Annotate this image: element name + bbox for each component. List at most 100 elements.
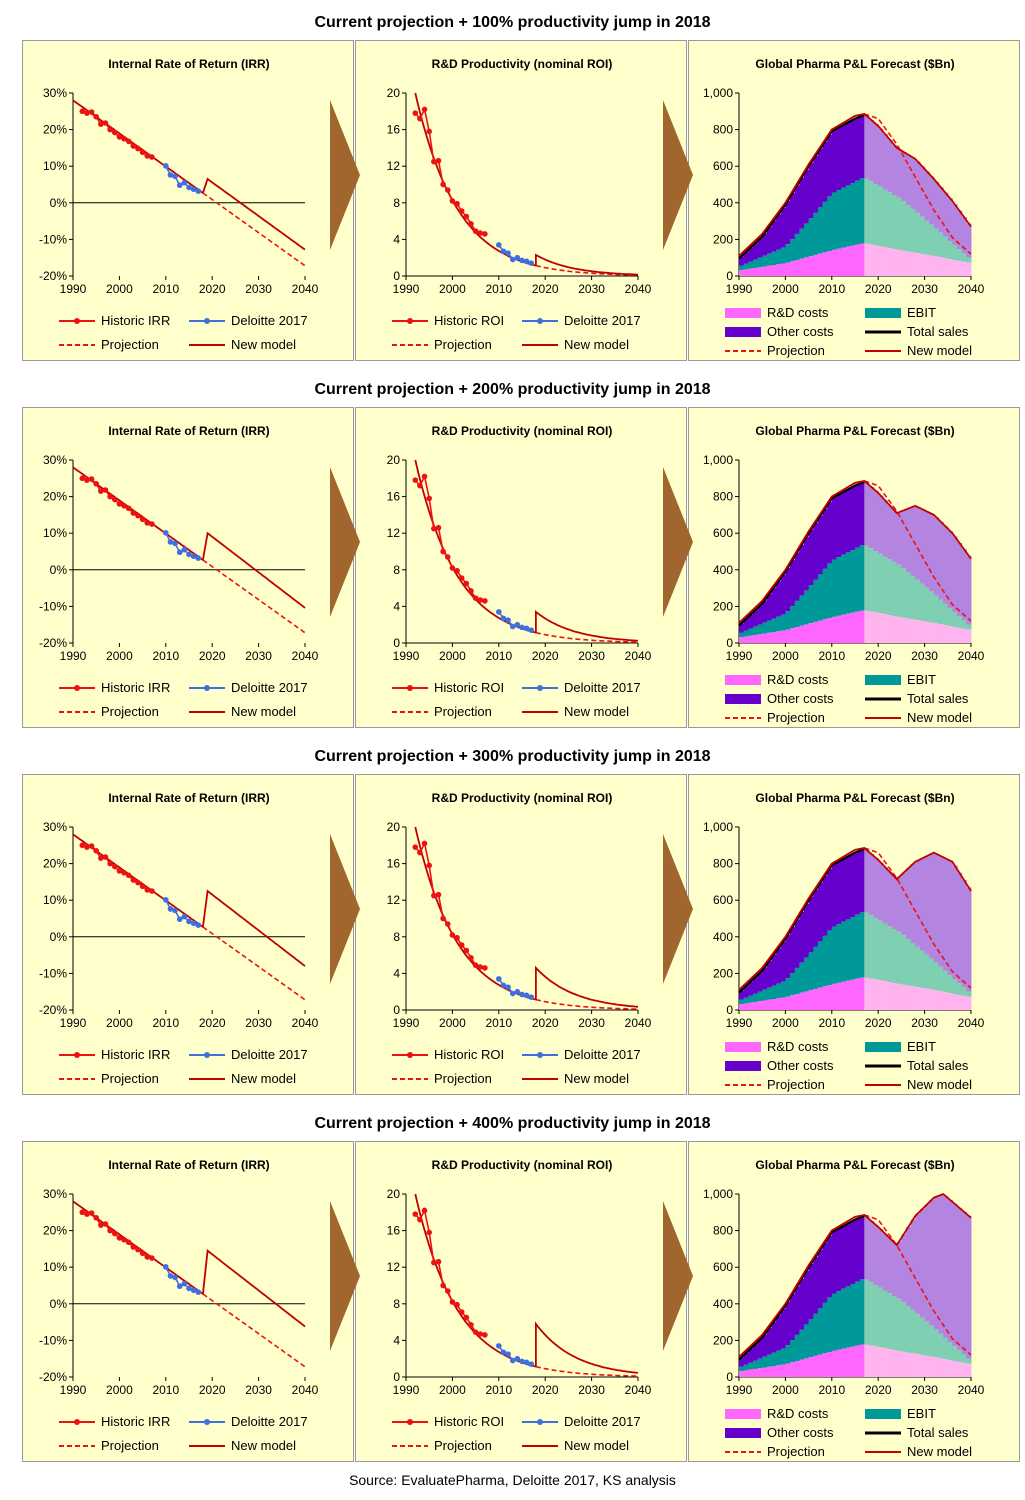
rd-costs-bar [803, 257, 810, 276]
historic-point [454, 934, 460, 941]
historic-point [107, 1227, 113, 1234]
x-tick-label: 2000 [106, 1383, 133, 1397]
rd-costs-bar [822, 986, 828, 1010]
ebit-bar [776, 983, 782, 999]
historic-point [468, 955, 474, 961]
legend-projection-label: Projection [101, 704, 159, 719]
y-tick-label: 20% [43, 123, 67, 137]
irr-title: Internal Rate of Return (IRR) [108, 791, 269, 805]
deloitte-point [528, 260, 535, 266]
ebit-bar [748, 995, 754, 1003]
ebit-bar [892, 929, 898, 984]
other-costs-bar [836, 1228, 842, 1292]
new-model-jump-line [202, 177, 306, 251]
rd-costs-bar [762, 1000, 768, 1010]
projection-line [864, 1214, 972, 1356]
legend-new-model-label: New model [907, 343, 972, 358]
roi-title: R&D Productivity (nominal ROI) [432, 57, 613, 71]
rd-costs-bar [836, 248, 842, 276]
ebit-bar [794, 1334, 800, 1361]
ebit-bar [752, 1360, 759, 1369]
other-costs-bar [836, 494, 842, 558]
historic-point [444, 1288, 451, 1294]
historic-point [421, 840, 428, 847]
rd-costs-bar [803, 1358, 810, 1377]
ebit-bar [961, 987, 967, 996]
projection-line [202, 1293, 306, 1368]
ebit-bar [827, 1297, 833, 1353]
deloitte-point [505, 250, 511, 256]
other-costs-bar [868, 486, 875, 549]
other-costs-bar [739, 623, 745, 633]
x-tick-label: 2040 [292, 1383, 319, 1397]
historic-point [125, 1239, 132, 1246]
historic-point [121, 502, 127, 509]
historic-point [412, 477, 419, 483]
rd-costs-bar [961, 628, 967, 643]
other-costs-bar [947, 198, 953, 242]
x-tick-label: 2000 [772, 649, 799, 663]
pl-title: Global Pharma P&L Forecast ($Bn) [755, 1158, 954, 1172]
legend-other-costs-swatch [725, 1061, 761, 1071]
legend-deloitte-marker [204, 318, 210, 324]
other-costs-bar [873, 1224, 879, 1286]
historic-point [421, 473, 428, 480]
rd-costs-bar [882, 247, 888, 276]
other-costs-bar [878, 495, 884, 554]
deloitte-point [509, 1357, 516, 1364]
other-costs-bar [864, 850, 870, 913]
y-tick-label: -10% [39, 966, 67, 980]
legend-new-model-label: New model [564, 1071, 629, 1086]
rd-costs-bar [845, 613, 851, 643]
rd-costs-bar [855, 244, 861, 276]
other-costs-bar [794, 552, 800, 601]
ebit-bar [817, 207, 824, 254]
flow-arrow-icon [663, 1201, 693, 1351]
deloitte-point [167, 539, 174, 545]
ebit-bar [752, 993, 759, 1002]
historic-point [458, 575, 465, 581]
scenario-row: Current projection + 300% productivity j… [0, 734, 1025, 1101]
other-costs-bar [827, 134, 833, 197]
projection-line [864, 480, 972, 622]
ebit-bar [933, 595, 940, 624]
legend-projection-label: Projection [767, 1077, 825, 1092]
x-tick-label: 2020 [865, 649, 892, 663]
other-costs-bar [961, 1211, 967, 1355]
rd-costs-bar [813, 1355, 819, 1377]
x-tick-label: 2020 [532, 1383, 559, 1397]
x-tick-label: 1990 [726, 1016, 753, 1030]
roi-legend: Historic ROI Deloitte 2017 Projection New m… [392, 313, 641, 352]
legend-historic-marker [407, 1419, 413, 1425]
historic-point [135, 512, 141, 519]
y-tick-label: 0 [393, 269, 400, 283]
x-tick-label: 2040 [625, 1016, 652, 1030]
deloitte-point [523, 992, 530, 999]
rd-costs-bar [780, 630, 786, 643]
other-costs-bar [957, 210, 963, 250]
x-tick-label: 2030 [578, 1383, 605, 1397]
rd-costs-bar [794, 1360, 800, 1377]
ebit-bar [757, 1358, 763, 1369]
x-tick-label: 2000 [439, 1016, 466, 1030]
other-costs-bar [762, 1334, 768, 1357]
rd-costs-bar [780, 263, 786, 276]
legend-deloitte-label: Deloitte 2017 [564, 1414, 641, 1429]
projection-line [535, 631, 639, 643]
other-costs-bar [803, 537, 810, 591]
historic-point [468, 221, 474, 227]
y-tick-label: 0% [50, 563, 68, 577]
ebit-bar [813, 946, 819, 989]
other-costs-bar [933, 517, 940, 596]
ebit-bar [757, 991, 763, 1002]
ebit-bar [957, 983, 963, 995]
legend-other-costs-label: Other costs [767, 1058, 834, 1073]
other-costs-bar [748, 1348, 754, 1363]
deloitte-point [172, 907, 178, 914]
x-tick-label: 2040 [958, 649, 985, 663]
deloitte-point [500, 1349, 507, 1356]
deloitte-point [186, 918, 192, 925]
roi-panel: R&D Productivity (nominal ROI) 20 16 12 8 4 0 1… [355, 40, 687, 361]
other-costs-bar [808, 162, 814, 219]
other-costs-bar [896, 1241, 902, 1299]
